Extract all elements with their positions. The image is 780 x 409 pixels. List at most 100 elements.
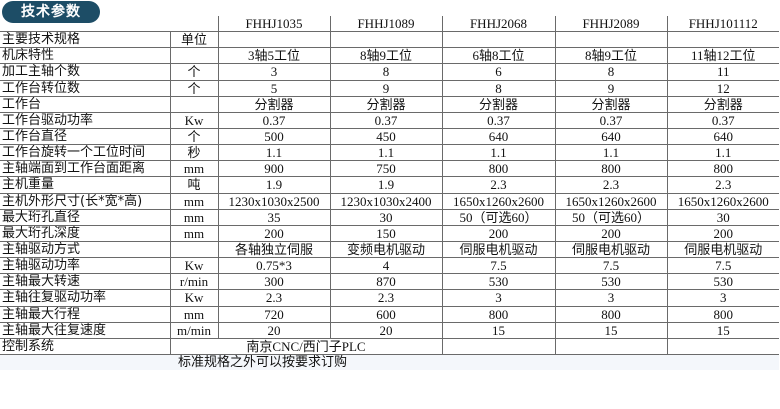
row-label: 最大珩孔直径	[0, 208, 171, 226]
spec-value: 800	[441, 160, 556, 178]
spec-value: 1.1	[329, 144, 443, 162]
model-header: FHHJ101112	[666, 16, 779, 33]
spec-value: 800	[666, 160, 779, 178]
spec-value: 2.3	[329, 289, 443, 307]
header-blank	[0, 16, 170, 33]
table-row: 主轴驱动方式 各轴独立伺服 变频电机驱动 伺服电机驱动 伺服电机驱动 伺服电机驱动	[0, 240, 779, 259]
empty-cell	[441, 337, 556, 355]
row-label: 主机外形尺寸(长*宽*高)	[0, 192, 171, 210]
spec-value: 2.3	[554, 176, 668, 194]
table-row: 主轴端面到工作台面距离 mm 900 750 800 800 800	[0, 160, 779, 178]
row-unit: 单位	[169, 31, 219, 49]
header-blank-unit	[170, 16, 219, 33]
model-header: FHHJ1089	[329, 16, 443, 33]
control-system-row: 控制系统 南京CNC/西门子PLC	[0, 337, 779, 355]
spec-value: 530	[666, 273, 779, 291]
spec-value: 0.37	[666, 111, 779, 129]
row-label: 主轴往复驱动功率	[0, 289, 171, 307]
spec-value: 9	[329, 79, 443, 97]
spec-value	[441, 31, 556, 49]
spec-value: 50（可选60）	[554, 208, 668, 226]
spec-value: 0.75*3	[217, 257, 331, 275]
spec-value: 200	[441, 224, 556, 242]
row-label: 最大珩孔深度	[0, 224, 171, 242]
row-unit: 吨	[169, 176, 219, 194]
spec-value: 15	[441, 321, 556, 339]
spec-value: 30	[666, 208, 779, 226]
table-row: 加工主轴个数个 3 8 6 8 11	[0, 63, 779, 81]
spec-value: 800	[554, 305, 668, 323]
spec-value: 600	[329, 305, 443, 323]
row-label: 主轴驱动方式	[0, 240, 171, 259]
spec-value: 分割器	[217, 95, 331, 113]
spec-value: 9	[554, 79, 668, 97]
table-row: 主轴最大转速 r/min 300 870 530 530 530	[0, 273, 779, 291]
model-header: FHHJ2068	[441, 16, 556, 33]
spec-value: 35	[217, 208, 331, 226]
spec-value: 870	[329, 273, 443, 291]
spec-value: 伺服电机驱动	[554, 240, 668, 259]
spec-value: 12	[666, 79, 779, 97]
empty-cell	[554, 337, 668, 355]
spec-value: 7.5	[554, 257, 668, 275]
table-header-row: FHHJ1035 FHHJ1089 FHHJ2068 FHHJ2089 FHHJ1011…	[0, 16, 779, 33]
row-label: 主要技术规格	[0, 31, 171, 49]
row-label: 主轴驱动功率	[0, 257, 171, 275]
row-unit: 个	[169, 127, 219, 146]
spec-value: 变频电机驱动	[329, 240, 443, 259]
spec-value: 530	[554, 273, 668, 291]
spec-value: 1.1	[441, 144, 556, 162]
order-note: 标准规格之外可以按要求订购	[170, 354, 779, 371]
table-row: 工作台直径个 500 450 640 640 640	[0, 127, 779, 146]
row-unit	[169, 47, 219, 65]
spec-value: 3	[217, 63, 331, 81]
spec-value: 5	[217, 79, 331, 97]
row-label: 加工主轴个数	[0, 63, 171, 81]
spec-value: 6	[441, 63, 556, 81]
table-row: 最大珩孔直径 mm 35 30 50（可选60） 50（可选60） 30	[0, 208, 779, 226]
row-unit: mm	[169, 224, 219, 242]
spec-value: 800	[554, 160, 668, 178]
spec-value: 伺服电机驱动	[666, 240, 779, 259]
note-blank	[0, 354, 170, 371]
spec-value: 8	[329, 63, 443, 81]
spec-value: 1230x1030x2500	[217, 192, 331, 210]
spec-value: 20	[217, 321, 331, 339]
table-row: 主轴最大往复速度 m/min 20 20 15 15 15	[0, 321, 779, 339]
spec-value: 3轴5工位	[217, 47, 331, 65]
spec-value: 450	[329, 127, 443, 146]
spec-value: 0.37	[217, 111, 331, 129]
row-unit: mm	[169, 305, 219, 323]
spec-value: 720	[217, 305, 331, 323]
table-row: 工作台 分割器 分割器 分割器 分割器 分割器	[0, 95, 779, 113]
spec-value: 11	[666, 63, 779, 81]
spec-value: 8轴9工位	[554, 47, 668, 65]
spec-value: 各轴独立伺服	[217, 240, 331, 259]
table-row: 机床特性 3轴5工位 8轴9工位 6轴8工位 8轴9工位 11轴12工位	[0, 47, 779, 65]
row-unit: 个	[169, 79, 219, 97]
table-row: 主机外形尺寸(长*宽*高) mm 1230x1030x2500 1230x1030x2…	[0, 192, 779, 210]
spec-value: 200	[666, 224, 779, 242]
table-row: 主机重量吨 1.9 1.9 2.3 2.3 2.3	[0, 176, 779, 194]
spec-value: 750	[329, 160, 443, 178]
spec-value	[554, 31, 668, 49]
row-label: 主轴最大行程	[0, 305, 171, 323]
spec-value	[217, 31, 331, 49]
spec-value: 7.5	[441, 257, 556, 275]
model-header: FHHJ2089	[554, 16, 668, 33]
row-unit: m/min	[169, 321, 219, 339]
spec-value: 3	[666, 289, 779, 307]
row-label: 工作台	[0, 95, 171, 113]
row-label: 机床特性	[0, 47, 171, 65]
spec-value	[329, 31, 443, 49]
table-row: 主轴驱动功率 Kw 0.75*3 4 7.5 7.5 7.5	[0, 257, 779, 275]
spec-value: 分割器	[554, 95, 668, 113]
row-label: 工作台转位数	[0, 79, 171, 97]
row-label: 工作台直径	[0, 127, 171, 146]
spec-value: 640	[441, 127, 556, 146]
row-unit: 个	[169, 63, 219, 81]
spec-value: 6轴8工位	[441, 47, 556, 65]
spec-value: 640	[666, 127, 779, 146]
row-unit: mm	[169, 192, 219, 210]
spec-value: 8	[441, 79, 556, 97]
